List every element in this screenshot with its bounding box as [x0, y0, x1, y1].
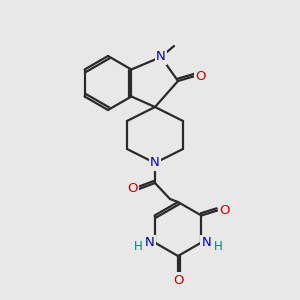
- Text: O: O: [173, 274, 183, 286]
- Text: N: N: [202, 236, 211, 249]
- Text: O: O: [196, 70, 206, 83]
- Text: N: N: [156, 50, 166, 64]
- Text: H: H: [134, 240, 142, 253]
- Text: O: O: [127, 182, 137, 196]
- Text: H: H: [213, 240, 222, 253]
- Text: O: O: [219, 204, 230, 217]
- Text: N: N: [145, 236, 154, 249]
- Text: N: N: [150, 157, 160, 169]
